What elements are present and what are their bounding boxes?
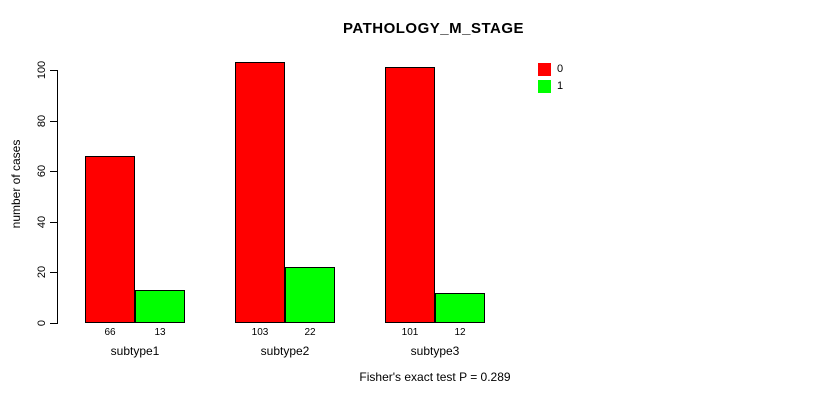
- legend-item: 0: [538, 63, 563, 76]
- bar-series-1: [285, 267, 335, 323]
- bar-series-0: [235, 62, 285, 323]
- legend-swatch-1: [538, 80, 551, 93]
- x-category-label: subtype1: [110, 344, 160, 358]
- bar-value-label: 101: [401, 327, 419, 338]
- x-category-label: subtype2: [260, 344, 310, 358]
- x-category-label: subtype3: [410, 344, 460, 358]
- bar-value-label: 22: [304, 327, 316, 338]
- y-axis-label: number of cases: [9, 139, 23, 229]
- y-axis-tick-label: 40: [36, 215, 48, 228]
- bar-series-0: [385, 67, 435, 323]
- y-axis-tick: [50, 221, 57, 223]
- bar-value-label: 66: [104, 327, 116, 338]
- bar-value-label: 103: [251, 327, 269, 338]
- bar-series-1: [435, 293, 485, 323]
- bar-value-label: 13: [154, 327, 166, 338]
- legend-swatch-0: [538, 63, 551, 76]
- legend-item: 1: [538, 80, 563, 93]
- y-axis-tick-label: 100: [36, 60, 48, 80]
- y-axis-tick: [50, 272, 57, 274]
- bar-series-0: [85, 156, 135, 323]
- y-axis-tick: [50, 323, 57, 324]
- legend-label: 1: [557, 80, 564, 92]
- y-axis-tick-label: 60: [36, 165, 48, 178]
- y-axis-tick-label: 20: [36, 266, 48, 279]
- y-axis-tick: [50, 171, 57, 173]
- y-axis-tick-label: 0: [36, 319, 48, 327]
- y-axis-tick: [50, 120, 57, 122]
- y-axis-tick: [50, 70, 57, 71]
- chart-title: PATHOLOGY_M_STAGE: [342, 20, 524, 37]
- bar-series-1: [135, 290, 185, 323]
- stat-note: Fisher's exact test P = 0.289: [359, 370, 511, 384]
- y-axis-line: [57, 70, 58, 324]
- legend-label: 0: [557, 63, 564, 75]
- bar-value-label: 12: [454, 327, 466, 338]
- y-axis-tick-label: 80: [36, 114, 48, 127]
